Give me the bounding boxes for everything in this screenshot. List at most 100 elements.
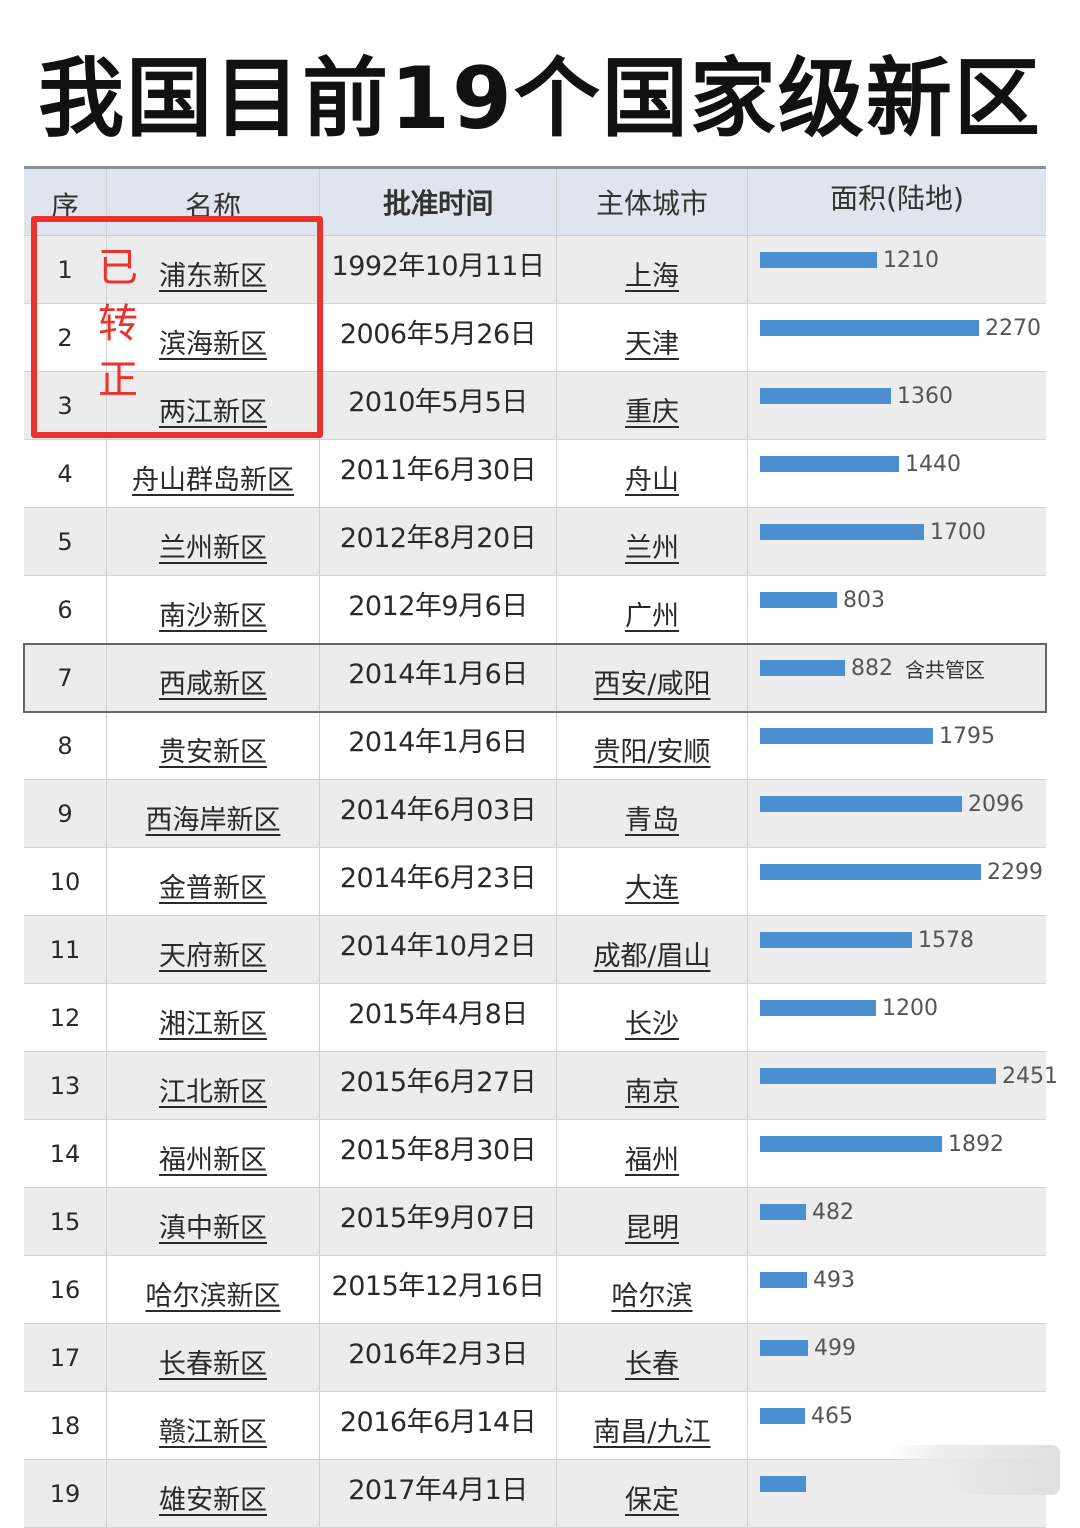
- row-name-link[interactable]: 浦东新区: [159, 261, 267, 292]
- row-area-cell: 493: [748, 1256, 1046, 1323]
- row-city-cell: 昆明: [557, 1188, 748, 1255]
- row-city-cell: 重庆: [557, 372, 748, 439]
- table-row: 16 哈尔滨新区 2015年12月16日 哈尔滨 493: [24, 1256, 1046, 1324]
- area-value: 482: [812, 1199, 854, 1225]
- table-row: 2 滨海新区 2006年5月26日 天津 2270: [24, 304, 1046, 372]
- row-name-link[interactable]: 金普新区: [159, 873, 267, 904]
- new-areas-table: 序 名称 批准时间 主体城市 面积(陆地) 1 浦东新区 1992年10月11日 上海…: [23, 166, 1058, 1528]
- row-seq: 16: [24, 1256, 107, 1323]
- header-city: 主体城市: [557, 169, 748, 235]
- row-date: 2014年10月2日: [320, 916, 557, 983]
- row-area-cell: 803: [748, 576, 1046, 643]
- row-seq: 13: [24, 1052, 107, 1119]
- row-name-link[interactable]: 哈尔滨新区: [145, 1281, 281, 1312]
- row-seq: 19: [24, 1460, 107, 1527]
- row-city-cell: 贵阳/安顺: [557, 712, 748, 779]
- row-name-cell: 赣江新区: [107, 1392, 320, 1459]
- row-seq: 12: [24, 984, 107, 1051]
- area-value: 1892: [948, 1131, 1004, 1157]
- row-seq: 7: [24, 644, 107, 711]
- annotation-box: [31, 216, 323, 438]
- row-city-link[interactable]: 长春: [625, 1349, 679, 1380]
- row-name-link[interactable]: 长春新区: [159, 1349, 267, 1380]
- row-city-link[interactable]: 舟山: [625, 465, 679, 496]
- row-date: 2017年4月1日: [320, 1460, 557, 1527]
- row-date: 2015年12月16日: [320, 1256, 557, 1323]
- row-city-link[interactable]: 兰州: [625, 533, 679, 564]
- row-seq: 2: [24, 304, 107, 371]
- row-name-link[interactable]: 湘江新区: [159, 1009, 267, 1040]
- row-name-link[interactable]: 兰州新区: [159, 533, 267, 564]
- area-bar-wrap: 882 含共管区: [760, 656, 985, 682]
- row-city-link[interactable]: 长沙: [625, 1009, 679, 1040]
- row-city-link[interactable]: 大连: [625, 873, 679, 904]
- header-area: 面积(陆地): [830, 182, 964, 215]
- row-area-cell: 882 含共管区: [748, 644, 1046, 711]
- row-name-cell: 哈尔滨新区: [107, 1256, 320, 1323]
- row-date: 2014年6月23日: [320, 848, 557, 915]
- row-name-link[interactable]: 福州新区: [159, 1145, 267, 1176]
- area-bar: [760, 524, 924, 540]
- row-city-link[interactable]: 成都/眉山: [593, 941, 711, 972]
- row-name-cell: 福州新区: [107, 1120, 320, 1187]
- row-city-link[interactable]: 西安/咸阳: [593, 669, 711, 700]
- table-row: 7 西咸新区 2014年1月6日 西安/咸阳 882 含共管区: [23, 643, 1047, 713]
- row-name-link[interactable]: 南沙新区: [159, 601, 267, 632]
- row-city-link[interactable]: 广州: [625, 601, 679, 632]
- row-name-link[interactable]: 西咸新区: [159, 669, 267, 700]
- row-name-link[interactable]: 雄安新区: [159, 1485, 267, 1516]
- row-name-cell: 舟山群岛新区: [107, 440, 320, 507]
- row-city-cell: 南京: [557, 1052, 748, 1119]
- row-date: 2012年9月6日: [320, 576, 557, 643]
- area-bar-wrap: 482: [760, 1199, 854, 1225]
- row-name-link[interactable]: 西海岸新区: [145, 805, 281, 836]
- row-name-link[interactable]: 滨海新区: [159, 329, 267, 360]
- table-header: 序 名称 批准时间 主体城市 面积(陆地): [24, 166, 1046, 236]
- row-city-link[interactable]: 保定: [625, 1485, 679, 1516]
- row-name-link[interactable]: 赣江新区: [159, 1417, 267, 1448]
- row-name-link[interactable]: 两江新区: [159, 397, 267, 428]
- row-date: 2014年1月6日: [320, 712, 557, 779]
- row-city-cell: 长沙: [557, 984, 748, 1051]
- area-value: 1200: [882, 995, 938, 1021]
- row-seq: 6: [24, 576, 107, 643]
- row-city-cell: 长春: [557, 1324, 748, 1391]
- table-row: 1 浦东新区 1992年10月11日 上海 1210: [24, 236, 1046, 304]
- row-city-cell: 西安/咸阳: [557, 644, 748, 711]
- row-city-link[interactable]: 昆明: [625, 1213, 679, 1244]
- area-bar-wrap: 2270: [760, 316, 1041, 341]
- row-date: 2006年5月26日: [320, 304, 557, 371]
- row-name-link[interactable]: 天府新区: [159, 941, 267, 972]
- row-city-link[interactable]: 重庆: [625, 397, 679, 428]
- row-city-link[interactable]: 南昌/九江: [593, 1417, 711, 1448]
- area-bar: [760, 1204, 806, 1220]
- row-name-link[interactable]: 舟山群岛新区: [132, 465, 294, 496]
- area-value: 465: [811, 1403, 853, 1429]
- row-city-link[interactable]: 哈尔滨: [611, 1281, 693, 1312]
- row-name-link[interactable]: 江北新区: [159, 1077, 267, 1108]
- row-city-cell: 上海: [557, 236, 748, 303]
- row-area-cell: 1795: [748, 712, 1046, 779]
- area-value: 803: [843, 587, 885, 613]
- row-city-link[interactable]: 青岛: [625, 805, 679, 836]
- row-city-link[interactable]: 上海: [625, 261, 679, 292]
- row-city-link[interactable]: 福州: [625, 1145, 679, 1176]
- row-seq: 1: [24, 236, 107, 303]
- row-city-link[interactable]: 南京: [625, 1077, 679, 1108]
- row-city-link[interactable]: 天津: [625, 329, 679, 360]
- area-bar-wrap: 499: [760, 1336, 856, 1361]
- row-name-link[interactable]: 贵安新区: [159, 737, 267, 768]
- annotation-text: 已转正: [98, 240, 138, 408]
- area-bar: [760, 1476, 806, 1492]
- row-area-cell: 1200: [748, 984, 1046, 1051]
- row-city-cell: 成都/眉山: [557, 916, 748, 983]
- row-name-link[interactable]: 滇中新区: [159, 1213, 267, 1244]
- area-bar: [760, 1000, 876, 1016]
- row-city-link[interactable]: 贵阳/安顺: [593, 737, 711, 768]
- table-row: 10 金普新区 2014年6月23日 大连 2299: [24, 848, 1046, 916]
- table-row: 6 南沙新区 2012年9月6日 广州 803: [24, 576, 1046, 644]
- row-name-cell: 西海岸新区: [107, 780, 320, 847]
- table-row: 5 兰州新区 2012年8月20日 兰州 1700: [24, 508, 1046, 576]
- area-value: 1440: [905, 451, 961, 477]
- row-seq: 14: [24, 1120, 107, 1187]
